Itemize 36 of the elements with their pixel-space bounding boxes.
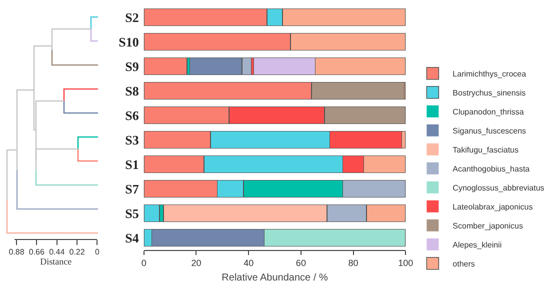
y-tick-label: S9: [125, 58, 140, 74]
legend-label: Bostrychus_sinensis: [452, 88, 526, 98]
legend-label: Alepes_kleinii: [452, 240, 502, 250]
y-tick-label: S6: [125, 108, 140, 123]
x-tick-label: 80: [348, 258, 358, 268]
y-tick-label: S10: [118, 34, 139, 50]
x-tick-label: 20: [191, 258, 202, 268]
legend-label: others: [452, 260, 475, 269]
x-tick-label: 40: [244, 258, 254, 268]
bar: [144, 204, 160, 222]
y-tick-label: S4: [125, 230, 140, 246]
bar: [144, 57, 188, 76]
y-tick-label: S1: [125, 156, 139, 172]
legend-label: Takifugu_fasciatus: [452, 146, 519, 155]
y-tick-label: S8: [125, 83, 140, 98]
legend-label: Clupanodon_thrissa: [452, 108, 524, 117]
legend-label: Cynoglossus_abbreviatus: [452, 184, 544, 193]
x-tick-label: 0: [141, 258, 146, 268]
x2-tick-label: 0.88: [8, 248, 25, 257]
legend-label: Acanthogobius_hasta: [452, 164, 530, 174]
x2-tick-label: 0.44: [49, 248, 66, 257]
x-tick-label: 60: [296, 258, 306, 268]
legend-label: Scomber_japonicus: [452, 222, 523, 231]
x-tick-label: 100: [398, 258, 414, 268]
y-tick-label: S2: [125, 10, 139, 25]
x2-tick-label: 0.22: [69, 248, 86, 257]
legend-label: Lateolabrax_japonicus: [452, 202, 533, 212]
x2-axis-title: Distance: [40, 256, 72, 267]
legend-label: Siganus_fuscescens: [452, 126, 526, 136]
y-tick-label: S7: [125, 181, 140, 196]
legend-label: Larimichthys_crocea: [452, 70, 527, 79]
x-axis-title: Relative Abundance / %: [222, 272, 328, 284]
y-tick-label: S3: [125, 132, 140, 148]
x2-tick-label: 0.66: [28, 248, 46, 257]
y-tick-label: S5: [125, 206, 140, 221]
x2-tick-label: 0: [94, 248, 100, 257]
